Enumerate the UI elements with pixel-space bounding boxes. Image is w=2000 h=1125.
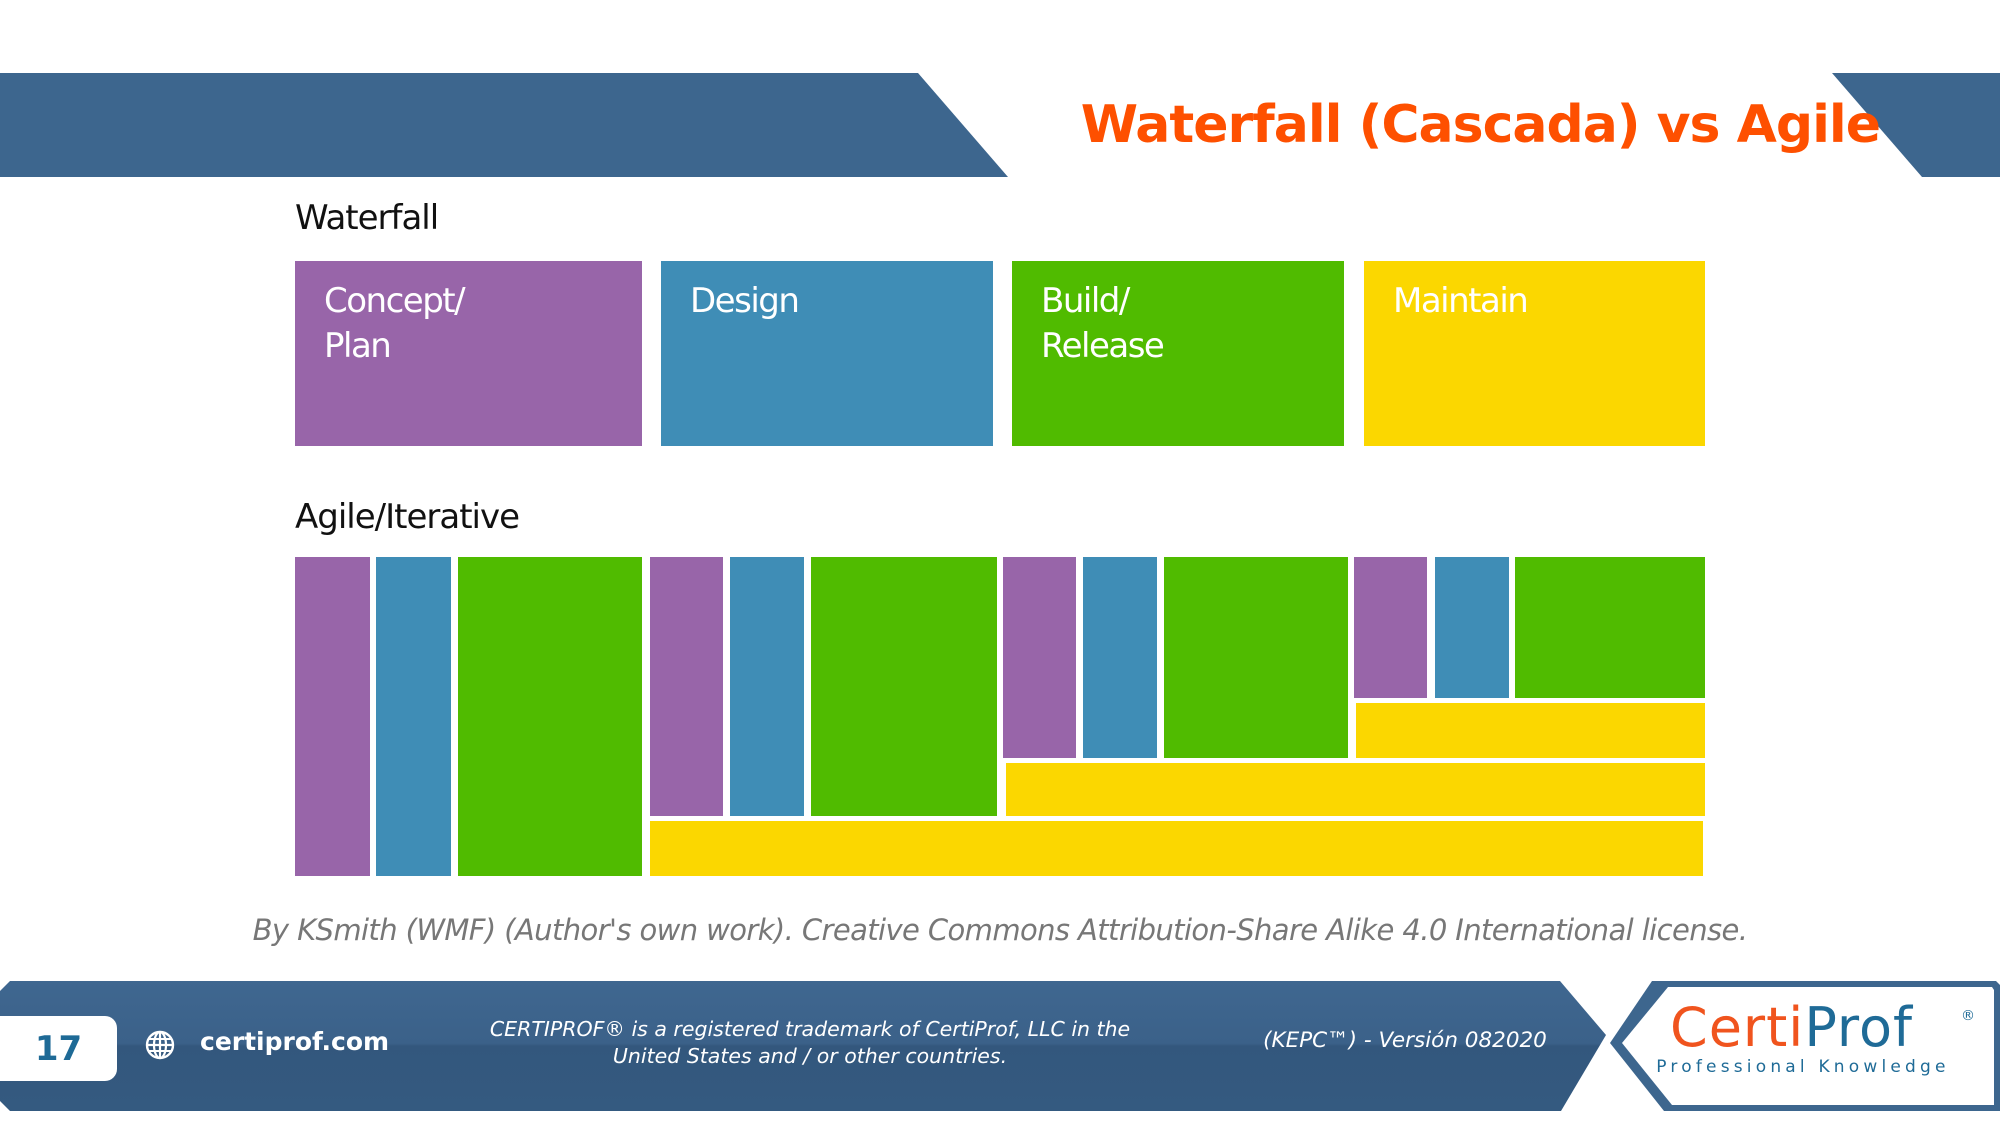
agile-iteration-1-concept-plan (295, 557, 370, 876)
left-banner (0, 73, 1008, 177)
website-link[interactable]: certiprof.com (200, 1027, 390, 1056)
phase-label: Maintain (1393, 281, 1529, 321)
logo-text-prof: Prof (1804, 996, 1913, 1059)
agile-iteration-2-maintain (1006, 763, 1705, 816)
agile-iteration-2-concept-plan (650, 557, 723, 816)
agile-label: Agile/Iterative (295, 497, 520, 537)
agile-iteration-4-design (1435, 557, 1509, 698)
logo-registered-mark: ® (1961, 1008, 1975, 1024)
logo-text-certi: Certi (1670, 996, 1805, 1059)
waterfall-phase-design: Design (661, 261, 993, 446)
image-attribution: By KSmith (WMF) (Author's own work). Cre… (252, 913, 1748, 947)
agile-iteration-3-maintain (1356, 703, 1705, 758)
page-number-box: 17 (0, 1016, 117, 1081)
phase-label: Build/ Release (1041, 281, 1165, 366)
waterfall-phase-maintain: Maintain (1364, 261, 1705, 446)
agile-iteration-4-build-release (1515, 557, 1705, 698)
certiprof-logo: CertiProf (1670, 996, 1990, 1060)
footer-logo-panel (1622, 987, 1994, 1105)
agile-iteration-2-build-release (811, 557, 997, 816)
trademark-notice: CERTIPROF® is a registered trademark of … (489, 1017, 1131, 1068)
header-banners (0, 73, 2000, 177)
agile-iteration-3-concept-plan (1003, 557, 1076, 758)
right-banner (1832, 73, 2000, 177)
agile-iteration-3-build-release (1164, 557, 1348, 758)
page-number: 17 (34, 1028, 83, 1069)
agile-iteration-1-build-release (458, 557, 642, 876)
waterfall-phase-concept-plan: Concept/ Plan (295, 261, 642, 446)
agile-iteration-1-maintain (650, 821, 1703, 876)
phase-label: Design (690, 281, 800, 321)
agile-iteration-4-concept-plan (1354, 557, 1427, 698)
agile-iteration-3-design (1083, 557, 1157, 758)
footer-bar (0, 981, 2000, 1111)
waterfall-phase-build-release: Build/ Release (1012, 261, 1344, 446)
footer-main-band (0, 981, 1606, 1111)
logo-tagline: Professional Knowledge (1656, 1057, 1950, 1077)
agile-iteration-2-design (730, 557, 804, 816)
phase-label: Concept/ Plan (324, 281, 466, 366)
globe-icon (145, 1030, 175, 1060)
version-label: (KEPC™) - Versión 082020 (1263, 1028, 1547, 1053)
waterfall-label: Waterfall (295, 198, 439, 238)
agile-iteration-1-design (376, 557, 451, 876)
page-title: Waterfall (Cascada) vs Agile (1080, 95, 1881, 155)
